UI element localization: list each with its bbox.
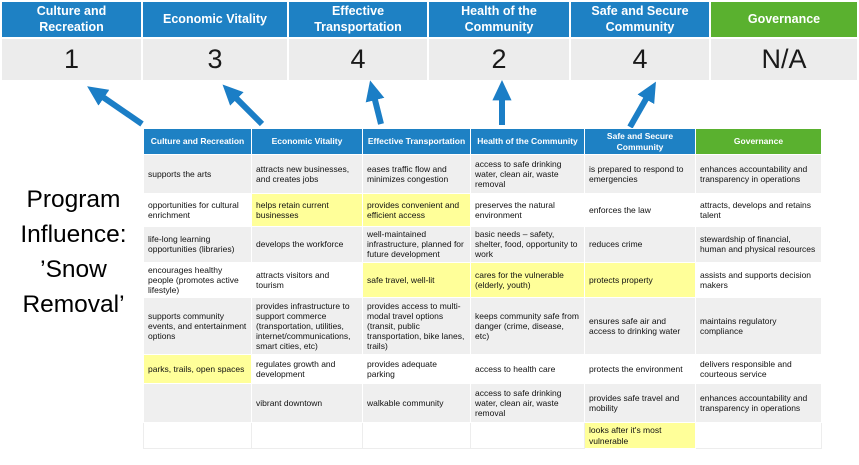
- matrix-cell-highlighted: safe travel, well-lit: [362, 261, 471, 299]
- matrix-col-header: Culture and Recreation: [143, 128, 252, 155]
- matrix-cell: develops the workforce: [251, 226, 363, 263]
- summary-header-economic: Economic Vitality: [143, 2, 287, 37]
- matrix-cell: [251, 422, 363, 450]
- matrix-cell: access to safe drinking water, clean air…: [470, 383, 585, 424]
- matrix-cell-highlighted: cares for the vulnerable (elderly, youth…: [470, 261, 585, 299]
- matrix-cell: vibrant downtown: [251, 383, 363, 424]
- matrix-cell: access to health care: [470, 354, 585, 385]
- matrix-cell: stewardship of financial, human and phys…: [695, 226, 822, 263]
- matrix-cell: opportunities for cultural enrichment: [143, 193, 252, 227]
- matrix-cell: enforces the law: [584, 193, 696, 227]
- summary-header-health: Health of the Community: [429, 2, 569, 37]
- score-governance: N/A: [711, 39, 857, 80]
- matrix-cell: reduces crime: [584, 226, 696, 263]
- matrix-cell: maintains regulatory compliance: [695, 297, 822, 356]
- matrix-cell-highlighted: provides convenient and efficient access: [362, 193, 471, 227]
- matrix-cell: delivers responsible and courteous servi…: [695, 354, 822, 385]
- arrow-economic: [222, 84, 265, 127]
- matrix-cell: [362, 422, 471, 450]
- matrix-col-header: Economic Vitality: [251, 128, 363, 155]
- matrix-cell: protects the environment: [584, 354, 696, 385]
- matrix-cell-highlighted: provides access to multi-modal travel op…: [362, 297, 471, 356]
- summary-header-safe: Safe and Secure Community: [571, 2, 709, 37]
- score-culture: 1: [2, 39, 141, 80]
- score-safe: 4: [571, 39, 709, 80]
- matrix-cell-highlighted: basic needs – safety, shelter, food, opp…: [470, 226, 585, 263]
- matrix-cell-highlighted: is prepared to respond to emergencies: [584, 154, 696, 194]
- matrix-cell: [143, 422, 252, 450]
- matrix-cell: [470, 422, 585, 450]
- arrow-culture: [87, 86, 144, 127]
- matrix-cell: preserves the natural environment: [470, 193, 585, 227]
- matrix-cell: supports the arts: [143, 154, 252, 194]
- matrix-cell: well-maintained infrastructure, planned …: [362, 226, 471, 263]
- matrix-cell: [143, 383, 252, 424]
- matrix-cell: walkable community: [362, 383, 471, 424]
- table-row: opportunities for cultural enrichment hel…: [143, 193, 822, 227]
- matrix-cell-highlighted: eases traffic flow and minimizes congest…: [362, 154, 471, 194]
- matrix-cell-highlighted: looks after it's most vulnerable: [584, 422, 696, 450]
- summary-header-row: Culture and Recreation Economic Vitality…: [2, 2, 857, 37]
- summary-header-governance: Governance: [711, 2, 857, 37]
- matrix-cell: ensures safe air and access to drinking …: [584, 297, 696, 356]
- matrix-col-header: Safe and Secure Community: [584, 128, 696, 155]
- matrix-cell: enhances accountability and transparency…: [695, 383, 822, 424]
- matrix-cell: attracts, develops and retains talent: [695, 193, 822, 227]
- matrix-header-row: Culture and Recreation Economic Vitality E…: [143, 128, 822, 155]
- influence-matrix-table: Culture and Recreation Economic Vitality E…: [143, 128, 822, 450]
- matrix-cell: access to safe drinking water, clean air…: [470, 154, 585, 194]
- matrix-cell: attracts new businesses, and creates job…: [251, 154, 363, 194]
- matrix-cell-highlighted: provides infrastructure to support comme…: [251, 297, 363, 356]
- summary-score-row: 1 3 4 2 4 N/A: [2, 39, 857, 80]
- matrix-col-header: Governance: [695, 128, 822, 155]
- table-row: parks, trails, open spaces regulates grow…: [143, 354, 822, 385]
- matrix-cell: encourages healthy people (promotes acti…: [143, 261, 252, 299]
- matrix-cell-highlighted: keeps community safe from danger (crime,…: [470, 297, 585, 356]
- matrix-cell: provides adequate parking: [362, 354, 471, 385]
- matrix-cell: enhances accountability and transparency…: [695, 154, 822, 194]
- arrow-safe: [627, 81, 656, 129]
- table-row: life-long learning opportunities (librar…: [143, 226, 822, 263]
- matrix-cell-highlighted: helps retain current businesses: [251, 193, 363, 227]
- matrix-cell: regulates growth and development: [251, 354, 363, 385]
- program-influence-label: Program Influence: ’Snow Removal’: [20, 186, 127, 319]
- table-row: looks after it's most vulnerable: [143, 422, 822, 450]
- matrix-col-header: Effective Transportation: [362, 128, 471, 155]
- matrix-cell: assists and supports decision makers: [695, 261, 822, 299]
- matrix-cell: life-long learning opportunities (librar…: [143, 226, 252, 263]
- matrix-cell: supports community events, and entertain…: [143, 297, 252, 356]
- score-health: 2: [429, 39, 569, 80]
- score-economic: 3: [143, 39, 287, 80]
- arrow-transportation: [365, 80, 385, 125]
- matrix-cell-highlighted: parks, trails, open spaces: [143, 354, 252, 385]
- table-row: encourages healthy people (promotes acti…: [143, 261, 822, 299]
- matrix-cell-highlighted: provides safe travel and mobility: [584, 383, 696, 424]
- summary-header-transportation: Effective Transportation: [289, 2, 427, 37]
- score-transportation: 4: [289, 39, 427, 80]
- matrix-col-header: Health of the Community: [470, 128, 585, 155]
- matrix-cell: attracts visitors and tourism: [251, 261, 363, 299]
- matrix-body: supports the arts attracts new businesses…: [143, 154, 822, 450]
- table-row: supports community events, and entertain…: [143, 297, 822, 356]
- table-row: supports the arts attracts new businesses…: [143, 154, 822, 194]
- matrix-cell-highlighted: protects property: [584, 261, 696, 299]
- summary-header-culture: Culture and Recreation: [2, 2, 141, 37]
- influence-arrows: [0, 79, 859, 130]
- table-row: vibrant downtown walkable community access…: [143, 383, 822, 424]
- matrix-cell: [695, 422, 822, 450]
